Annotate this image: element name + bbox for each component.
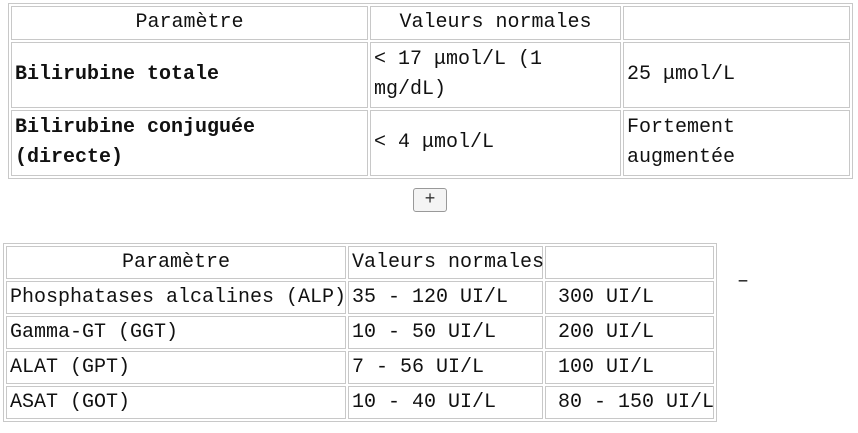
header-row: Paramètre Valeurs normales xyxy=(6,246,714,279)
row: Bilirubine totale < 17 μmol/L (1 mg/dL) … xyxy=(11,42,850,108)
cell: Gamma-GT (GGT) xyxy=(6,316,346,349)
row: ALAT (GPT) 7 - 56 UI/L 100 UI/L xyxy=(6,351,714,384)
bilirubin-table: Paramètre Valeurs normales Bilirubine to… xyxy=(8,3,853,179)
cell: Phosphatases alcalines (ALP) xyxy=(6,281,346,314)
cell: 10 - 40 UI/L xyxy=(348,386,543,419)
cell: < 4 μmol/L xyxy=(370,110,621,176)
row: ASAT (GOT) 10 - 40 UI/L 80 - 150 UI/L xyxy=(6,386,714,419)
cell: 10 - 50 UI/L xyxy=(348,316,543,349)
cell: 7 - 56 UI/L xyxy=(348,351,543,384)
row: Bilirubine conjuguée (directe) < 4 μmol/… xyxy=(11,110,850,176)
header-cell xyxy=(623,6,850,40)
cell: ASAT (GOT) xyxy=(6,386,346,419)
cell: Bilirubine conjuguée (directe) xyxy=(11,110,368,176)
cell: 200 UI/L xyxy=(545,316,714,349)
cell: Fortement augmentée xyxy=(623,110,850,176)
cell: 80 - 150 UI/L xyxy=(545,386,714,419)
header-row: Paramètre Valeurs normales xyxy=(11,6,850,40)
cell: 300 UI/L xyxy=(545,281,714,314)
enzyme-table: Paramètre Valeurs normales Phosphatases … xyxy=(3,243,717,422)
header-cell: Valeurs normales xyxy=(348,246,544,279)
cell: 35 - 120 UI/L xyxy=(348,281,543,314)
header-cell: Paramètre xyxy=(11,6,368,40)
row: Phosphatases alcalines (ALP) 35 - 120 UI/… xyxy=(6,281,714,314)
collapse-mark[interactable]: – xyxy=(737,270,750,293)
expand-button[interactable]: + xyxy=(413,188,447,212)
cell: ALAT (GPT) xyxy=(6,351,346,384)
header-cell: Paramètre xyxy=(6,246,346,279)
cell: 100 UI/L xyxy=(545,351,714,384)
cell: Bilirubine totale xyxy=(11,42,368,108)
header-cell xyxy=(545,246,714,279)
cell: 25 μmol/L xyxy=(623,42,850,108)
cell: < 17 μmol/L (1 mg/dL) xyxy=(370,42,621,108)
header-cell: Valeurs normales xyxy=(370,6,621,40)
row: Gamma-GT (GGT) 10 - 50 UI/L 200 UI/L xyxy=(6,316,714,349)
table-body: Phosphatases alcalines (ALP) 35 - 120 UI/… xyxy=(6,281,714,419)
